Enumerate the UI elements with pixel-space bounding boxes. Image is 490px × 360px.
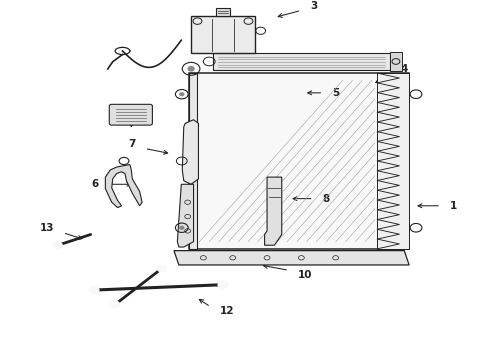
FancyBboxPatch shape bbox=[109, 104, 152, 125]
Circle shape bbox=[218, 281, 228, 288]
Circle shape bbox=[188, 67, 194, 71]
Text: 7: 7 bbox=[128, 139, 136, 149]
Polygon shape bbox=[177, 184, 194, 247]
Text: 4: 4 bbox=[401, 64, 408, 74]
Circle shape bbox=[89, 287, 99, 294]
Bar bbox=[189, 73, 409, 249]
Circle shape bbox=[180, 93, 184, 96]
Text: 10: 10 bbox=[298, 270, 313, 280]
Polygon shape bbox=[105, 165, 142, 208]
Text: 2: 2 bbox=[295, 61, 303, 71]
Text: 12: 12 bbox=[220, 306, 234, 316]
Bar bbox=[377, 73, 409, 249]
Bar bbox=[216, 8, 230, 16]
Text: 3: 3 bbox=[310, 1, 318, 11]
Polygon shape bbox=[265, 177, 282, 245]
Bar bbox=[191, 16, 255, 53]
Polygon shape bbox=[182, 120, 198, 184]
Text: 5: 5 bbox=[332, 88, 340, 98]
Text: 8: 8 bbox=[322, 194, 330, 204]
Text: 1: 1 bbox=[450, 201, 457, 211]
Text: 9: 9 bbox=[187, 138, 194, 148]
Circle shape bbox=[180, 226, 184, 229]
Text: 13: 13 bbox=[39, 224, 54, 233]
Text: 6: 6 bbox=[92, 179, 99, 189]
Bar bbox=[189, 73, 197, 249]
Circle shape bbox=[53, 242, 62, 248]
Circle shape bbox=[111, 301, 120, 308]
Text: 11: 11 bbox=[124, 105, 139, 115]
Bar bbox=[213, 53, 390, 69]
Polygon shape bbox=[390, 51, 402, 71]
Circle shape bbox=[157, 265, 166, 272]
Polygon shape bbox=[174, 251, 409, 265]
